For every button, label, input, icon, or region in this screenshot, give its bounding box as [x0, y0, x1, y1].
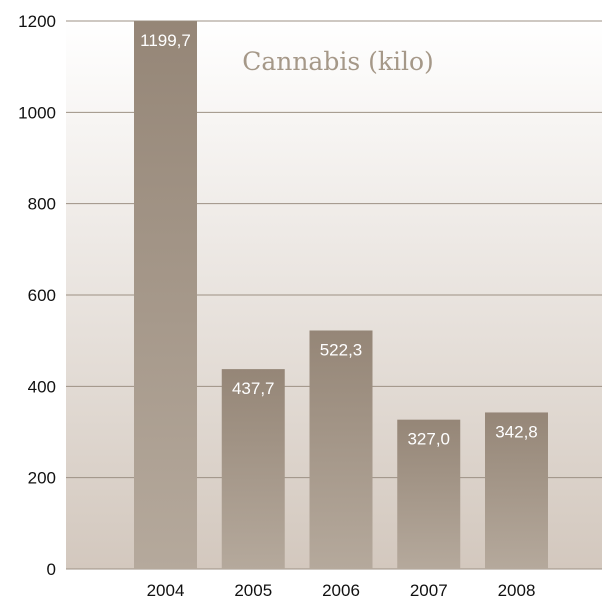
- x-tick-label-2005: 2005: [234, 581, 272, 600]
- data-label-2004: 1199,7: [140, 31, 191, 50]
- bar-2008: [485, 412, 548, 569]
- y-tick-label-800: 800: [28, 195, 56, 214]
- x-tick-label-2006: 2006: [322, 581, 360, 600]
- y-tick-label-1200: 1200: [18, 12, 56, 31]
- data-label-2007: 327,0: [407, 430, 450, 449]
- data-label-2005: 437,7: [232, 379, 275, 398]
- x-tick-label-2004: 2004: [147, 581, 185, 600]
- y-tick-label-1000: 1000: [18, 103, 56, 122]
- y-tick-label-400: 400: [28, 377, 56, 396]
- x-tick-labels: 2004 2005 2006 2007 2008: [147, 581, 536, 600]
- x-tick-label-2007: 2007: [410, 581, 448, 600]
- y-tick-label-200: 200: [28, 469, 56, 488]
- data-label-2008: 342,8: [495, 422, 538, 441]
- chart-title: Cannabis (kilo): [242, 47, 434, 76]
- y-tick-labels: 0 200 400 600 800 1000 1200: [18, 12, 56, 579]
- x-tick-label-2008: 2008: [498, 581, 536, 600]
- y-tick-label-0: 0: [47, 560, 56, 579]
- y-tick-label-600: 600: [28, 286, 56, 305]
- data-labels: 1199,7 437,7 522,3 327,0 342,8: [140, 31, 538, 449]
- bar-2007: [397, 419, 461, 569]
- bars: [134, 21, 548, 569]
- bar-2006: [309, 330, 373, 569]
- bar-2004: [134, 21, 197, 569]
- bar-2005: [221, 369, 285, 569]
- data-label-2006: 522,3: [320, 340, 363, 359]
